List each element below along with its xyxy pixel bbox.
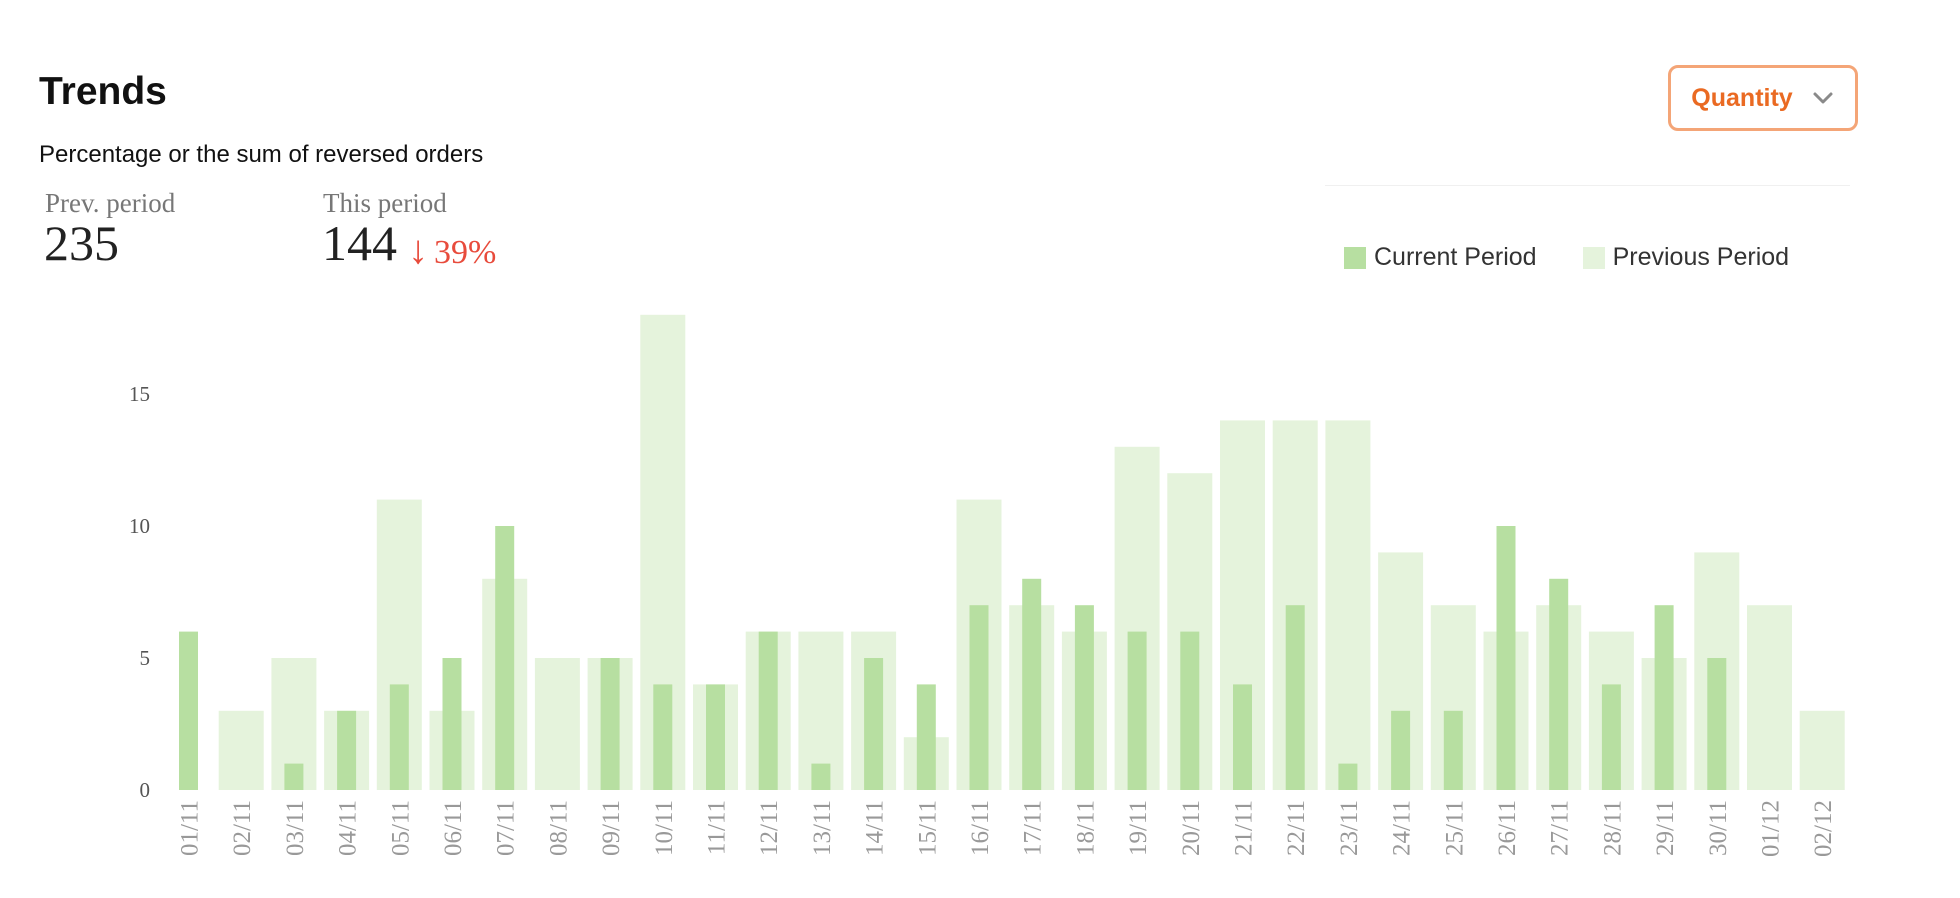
x-tick-label: 18/11 <box>1072 800 1099 856</box>
y-tick-label: 10 <box>129 514 150 538</box>
bar-previous-period[interactable] <box>1747 605 1792 790</box>
arrow-down-icon: ↓ <box>408 227 428 272</box>
bar-current-period[interactable] <box>1391 710 1411 790</box>
chevron-down-icon <box>1813 92 1833 104</box>
x-tick-label: 02/12 <box>1810 800 1837 857</box>
x-tick-label: 26/11 <box>1494 800 1521 856</box>
legend-label-current: Current Period <box>1374 243 1537 271</box>
bar-previous-period[interactable] <box>534 658 580 790</box>
x-tick-label: 25/11 <box>1441 800 1468 856</box>
x-tick-label: 07/11 <box>493 800 520 856</box>
x-tick-label: 12/11 <box>756 800 783 856</box>
bar-current-period[interactable] <box>758 631 778 790</box>
x-tick-label: 24/11 <box>1389 800 1416 856</box>
bar-current-period[interactable] <box>1127 631 1147 790</box>
bar-current-period[interactable] <box>1707 658 1727 790</box>
x-tick-label: 05/11 <box>387 800 414 856</box>
x-tick-label: 28/11 <box>1599 800 1626 856</box>
legend-swatch-previous <box>1582 246 1605 269</box>
bar-current-period[interactable] <box>442 658 462 790</box>
bar-current-period[interactable] <box>495 526 515 790</box>
y-tick-label: 15 <box>129 382 150 406</box>
x-tick-label: 13/11 <box>809 800 836 856</box>
bar-current-period[interactable] <box>1285 605 1305 790</box>
x-tick-label: 29/11 <box>1652 800 1679 856</box>
bar-current-period[interactable] <box>864 658 884 790</box>
bar-previous-period[interactable] <box>218 710 264 790</box>
change-percentage: 39% <box>434 234 497 271</box>
x-tick-label: 20/11 <box>1178 800 1205 856</box>
x-tick-label: 27/11 <box>1547 800 1574 856</box>
chart-legend: Current Period Previous Period <box>1344 243 1789 272</box>
x-tick-label: 16/11 <box>967 800 994 856</box>
bar-current-period[interactable] <box>1022 578 1042 790</box>
bar-previous-period[interactable] <box>1799 710 1845 790</box>
y-tick-label: 5 <box>140 646 151 670</box>
x-tick-label: 06/11 <box>440 800 467 856</box>
bar-current-period[interactable] <box>1233 684 1252 790</box>
x-tick-label: 03/11 <box>282 800 309 856</box>
change-indicator: ↓ 39% <box>408 230 496 270</box>
bar-current-period[interactable] <box>600 658 620 790</box>
this-period-value: 144 <box>322 215 397 271</box>
legend-item-current[interactable]: Current Period <box>1344 243 1537 272</box>
x-tick-label: 17/11 <box>1020 800 1047 856</box>
x-tick-label: 21/11 <box>1231 800 1258 856</box>
prev-period-label: Prev. period <box>45 188 176 218</box>
x-tick-label: 01/11 <box>177 800 204 856</box>
bar-current-period[interactable] <box>1549 578 1569 790</box>
bar-previous-period[interactable] <box>1325 420 1371 790</box>
bar-current-period[interactable] <box>653 684 673 790</box>
bar-current-period[interactable] <box>969 605 989 790</box>
legend-swatch-current <box>1344 246 1366 269</box>
bar-current-period[interactable] <box>1601 684 1621 790</box>
legend-item-previous[interactable]: Previous Period <box>1582 243 1790 272</box>
x-tick-label: 15/11 <box>914 800 941 856</box>
bar-current-period[interactable] <box>179 631 198 790</box>
dropdown-label: Quantity <box>1691 83 1793 112</box>
prev-period-value: 235 <box>44 215 119 271</box>
page-subtitle: Percentage or the sum of reversed orders <box>39 141 484 168</box>
x-tick-label: 23/11 <box>1336 800 1363 856</box>
page-title: Trends <box>39 70 167 113</box>
x-tick-label: 10/11 <box>651 800 678 856</box>
x-tick-label: 22/11 <box>1283 800 1310 856</box>
x-tick-label: 01/12 <box>1758 800 1785 857</box>
x-tick-label: 08/11 <box>545 800 572 856</box>
x-tick-label: 04/11 <box>335 800 362 856</box>
bar-current-period[interactable] <box>1074 605 1094 790</box>
bar-current-period[interactable] <box>1443 710 1463 790</box>
x-tick-label: 11/11 <box>704 800 731 855</box>
bar-current-period[interactable] <box>1496 526 1516 790</box>
bar-current-period[interactable] <box>706 684 725 790</box>
bar-current-period[interactable] <box>811 763 831 790</box>
bar-current-period[interactable] <box>284 763 304 790</box>
bar-current-period[interactable] <box>916 684 936 790</box>
metric-dropdown[interactable]: Quantity <box>1668 65 1858 131</box>
x-tick-label: 30/11 <box>1705 800 1732 856</box>
bar-current-period[interactable] <box>337 710 357 790</box>
bar-current-period[interactable] <box>1180 631 1200 790</box>
y-tick-label: 0 <box>140 778 151 802</box>
this-period-label: This period <box>323 188 447 218</box>
bar-current-period[interactable] <box>1654 605 1674 790</box>
bar-current-period[interactable] <box>389 684 409 790</box>
x-tick-label: 14/11 <box>862 800 889 856</box>
legend-label-previous: Previous Period <box>1612 243 1790 271</box>
x-tick-label: 02/11 <box>229 800 256 856</box>
x-tick-label: 09/11 <box>598 800 625 856</box>
bar-current-period[interactable] <box>1338 763 1358 790</box>
x-tick-label: 19/11 <box>1125 800 1152 856</box>
legend-divider <box>1325 185 1850 186</box>
